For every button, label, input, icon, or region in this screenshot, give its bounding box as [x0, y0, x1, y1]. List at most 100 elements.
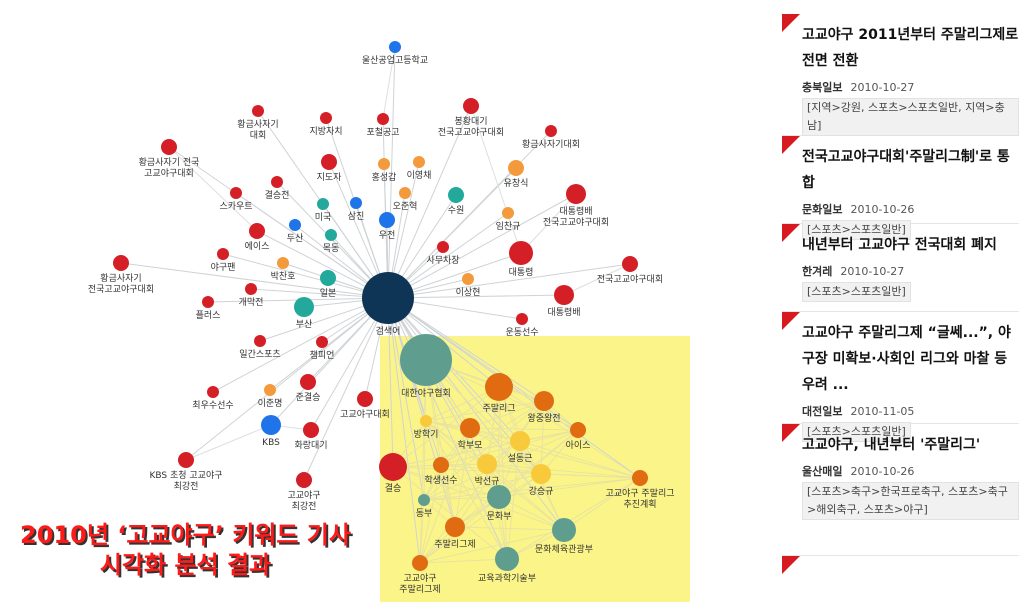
network-edge: [387, 263, 631, 299]
news-title[interactable]: 내년부터 고교야구 전국대회 폐지: [802, 237, 997, 253]
network-edge: [563, 477, 641, 531]
network-edge: [392, 466, 508, 560]
node-label: 결승전: [265, 190, 290, 201]
node-circle: [113, 255, 129, 271]
network-edge: [387, 294, 565, 299]
network-edge: [454, 427, 471, 528]
node-circle: [316, 336, 328, 348]
node-ujeon: 우전: [379, 212, 395, 241]
news-tags: [스포츠>스포츠일반]: [802, 422, 911, 442]
news-title[interactable]: 고교야구, 내년부터 '주말리그': [802, 437, 981, 453]
node-daehan: 대한야구협회: [400, 334, 452, 399]
network-edge: [387, 297, 456, 528]
node-label: 고교야구 주말리그제: [399, 573, 440, 595]
node-circle: [508, 160, 524, 176]
node-hakbumo: 학부모: [458, 418, 483, 451]
node-circle: [463, 98, 479, 114]
news-title[interactable]: 전국고교야구대회'주말리그制'로 통합: [802, 149, 1010, 191]
node-label: 목동: [323, 243, 340, 254]
red-flag-icon: [782, 556, 800, 574]
node-label: 문화체육관광부: [535, 543, 593, 555]
caption-line-2: 시각화 분석 결과: [99, 551, 272, 579]
news-card[interactable]: 고교야구 주말리그제 “글쎄...”, 야구장 미확보·사회인 리그와 마찰 등…: [782, 312, 1019, 442]
node-scout: 스카우트: [219, 187, 253, 212]
node-circle: [245, 283, 257, 295]
network-edge: [498, 477, 641, 498]
node-circle: [485, 373, 513, 401]
node-isanghyeon: 이상현: [456, 273, 480, 298]
node-label: 스카우트: [219, 201, 252, 212]
node-circle: [509, 241, 533, 265]
network-edge: [419, 473, 542, 564]
news-meta: 울산매일 2010-10-26 [스포츠>축구>한국프로축구, 스포츠>축구>해외축…: [802, 462, 1019, 520]
node-seoldonggeun: 설동근: [508, 431, 532, 464]
node-suwon: 수원: [448, 187, 464, 216]
news-source: 문화일보: [802, 203, 843, 216]
node-baksungyu: 박선규: [475, 454, 499, 487]
network-edge: [469, 427, 579, 431]
news-list: 고교야구 2011년부터 주말리그제로 전면 전환 충북일보 2010-10-27 […: [782, 14, 1019, 613]
network-edge: [425, 420, 488, 465]
node-jibang: 지방자치: [309, 112, 343, 137]
news-meta: 한겨레 2010-10-27 [스포츠>스포츠일반]: [802, 262, 1019, 302]
node-kbschojeong: KBS 초청 고교야구 최강전: [149, 452, 223, 492]
node-circle: [325, 229, 337, 241]
node-circle: [289, 219, 301, 231]
node-gangseunggyu: 강승규: [529, 464, 553, 497]
node-label: 황금사자기 전국고교야구대회: [88, 273, 154, 295]
node-circle: [300, 374, 316, 390]
node-yagupaen: 야구팬: [211, 248, 235, 273]
network-edge: [498, 386, 508, 560]
network-edge: [387, 297, 641, 479]
node-label: 고교야구 최강전: [287, 490, 320, 512]
node-daetongryeongbae2: 대통령배 전국고교야구대회: [543, 184, 609, 228]
network-edge: [387, 297, 421, 564]
news-title[interactable]: 고교야구 주말리그제 “글쎄...”, 야구장 미확보·사회인 리그와 마찰 등…: [802, 325, 1011, 393]
network-edge: [382, 46, 396, 120]
node-daetongryeong: 대통령: [509, 241, 533, 278]
node-ojeonhyeok: 오준혁: [393, 187, 417, 212]
node-imchangyu: 임찬규: [496, 207, 520, 232]
node-circle: [487, 485, 511, 509]
news-tags: [스포츠>축구>한국프로축구, 스포츠>축구>해외축구, 스포츠>야구]: [802, 482, 1019, 520]
node-ijunmyeong: 이준명: [258, 384, 282, 409]
node-circle: [317, 198, 329, 210]
network-edge: [168, 146, 258, 232]
node-label: 봉황대기 전국고교야구대회: [438, 116, 504, 138]
node-gogyoyagu_choegang: 고교야구 최강전: [287, 472, 321, 512]
node-miguk: 미국: [315, 198, 331, 223]
node-circle: [554, 285, 574, 305]
node-label: 지방자치: [309, 125, 342, 137]
news-card[interactable]: 전국고교야구대회'주말리그制'로 통합 문화일보 2010-10-26 [스포츠>스포…: [782, 136, 1019, 240]
news-card[interactable]: 고교야구 2011년부터 주말리그제로 전면 전환 충북일보 2010-10-27 […: [782, 14, 1019, 136]
news-card[interactable]: 고교야구, 내년부터 '주말리그' 울산매일 2010-10-26 [스포츠>축구>한…: [782, 424, 1019, 556]
network-edge: [387, 297, 394, 468]
caption-line-1: 2010년 ‘고교야구’ 키워드 기사: [20, 521, 351, 549]
node-label: KBS 초청 고교야구 최강전: [149, 470, 222, 492]
network-edge: [563, 263, 631, 296]
node-label: 학생선수: [424, 475, 457, 486]
node-label: 박찬호: [271, 271, 296, 282]
node-circle: [437, 241, 449, 253]
node-label: 학부모: [458, 440, 483, 451]
node-circle: [264, 384, 276, 396]
node-circle: [531, 464, 551, 484]
news-title[interactable]: 고교야구 2011년부터 주말리그제로 전면 전환: [802, 27, 1019, 69]
node-label: 검색어: [376, 325, 401, 337]
node-circle: [252, 105, 264, 117]
node-circle: [271, 176, 283, 188]
node-circle: [545, 125, 557, 137]
node-label: 부산: [296, 319, 313, 330]
node-iyeongchae: 이영채: [407, 156, 431, 181]
node-gyeolseung: 결승전: [265, 176, 290, 201]
node-kbs: KBS: [261, 415, 281, 448]
news-tags: [스포츠>스포츠일반]: [802, 282, 911, 302]
node-circle: [510, 431, 530, 451]
node-circle: [448, 187, 464, 203]
node-gogyo_jumalligeje: 고교야구 주말리그제: [399, 555, 441, 595]
news-source: 대전일보: [802, 405, 843, 418]
red-flag-icon: [782, 224, 800, 242]
network-edge: [419, 400, 545, 564]
network-edge: [185, 424, 272, 461]
